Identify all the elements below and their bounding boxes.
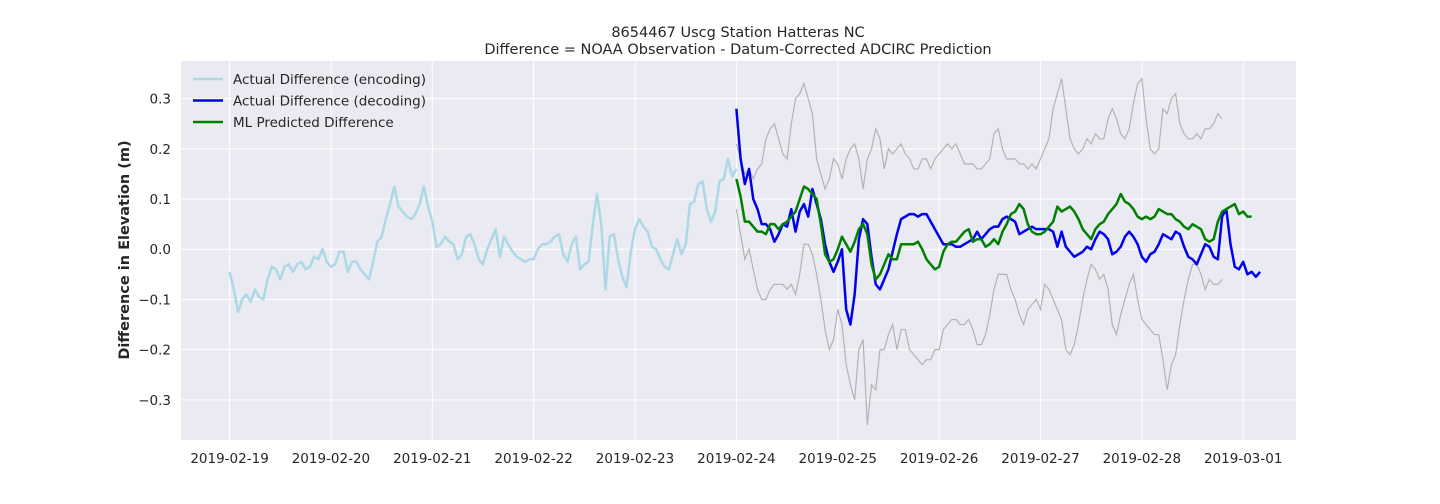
x-tick-label: 2019-02-28	[1103, 451, 1181, 467]
y-tick-label: 0.2	[150, 142, 171, 158]
y-tick-label: 0.0	[150, 242, 171, 258]
x-tick-label: 2019-02-21	[393, 451, 471, 467]
y-axis-label: Difference in Elevation (m)	[117, 140, 133, 359]
legend-label: ML Predicted Difference	[233, 115, 394, 131]
x-axis-ticks: 2019-02-19 2019-02-20 2019-02-21 2019-02-22…	[190, 451, 1282, 467]
y-tick-label: −0.1	[138, 292, 171, 308]
x-tick-label: 2019-02-22	[494, 451, 572, 467]
y-tick-label: −0.3	[138, 393, 171, 409]
legend-label: Actual Difference (decoding)	[233, 94, 426, 110]
x-tick-label: 2019-02-19	[190, 451, 268, 467]
y-tick-label: 0.1	[150, 192, 171, 208]
x-tick-label: 2019-02-23	[596, 451, 674, 467]
chart-subtitle: Difference = NOAA Observation - Datum-Co…	[484, 42, 991, 58]
x-tick-label: 2019-02-24	[697, 451, 775, 467]
x-tick-label: 2019-02-27	[1001, 451, 1079, 467]
band-upper-line	[735, 77, 1223, 191]
legend: Actual Difference (encoding) Actual Diffe…	[193, 72, 426, 131]
legend-label: Actual Difference (encoding)	[233, 72, 426, 88]
uncertainty-band	[735, 77, 1223, 426]
data-lines	[228, 108, 1262, 326]
ml-prediction-line	[735, 178, 1252, 281]
x-tick-label: 2019-02-26	[900, 451, 978, 467]
y-tick-label: 0.3	[150, 92, 171, 108]
grid-lines	[181, 61, 1296, 440]
encoding-line	[228, 157, 738, 314]
chart-title: 8654467 Uscg Station Hatteras NC	[611, 25, 864, 41]
y-tick-label: −0.2	[138, 343, 171, 359]
y-axis-ticks: −0.3 −0.2 −0.1 0.0 0.1 0.2 0.3	[138, 92, 171, 409]
x-tick-label: 2019-02-25	[799, 451, 877, 467]
x-tick-label: 2019-02-20	[292, 451, 370, 467]
band-lower-line	[735, 208, 1223, 426]
x-tick-label: 2019-03-01	[1204, 451, 1282, 467]
